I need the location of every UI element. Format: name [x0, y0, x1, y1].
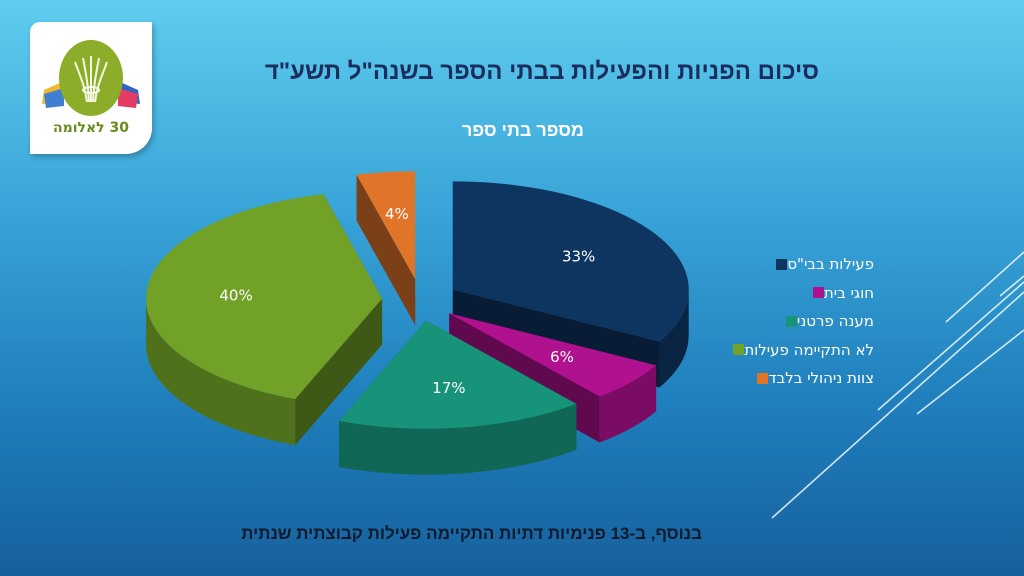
legend-swatch-4 — [733, 344, 745, 356]
pie-slice-1-rim — [659, 289, 689, 388]
data-label-4: 40% — [219, 286, 252, 304]
slide-title: סיכום הפניות והפעילות בבתי הספר בשנה"ל ת… — [264, 58, 819, 85]
pie-slice-5 — [356, 171, 416, 326]
pie-slice-5-wall-1 — [356, 174, 416, 326]
pie-slice-3-top — [339, 320, 577, 429]
legend-swatch-1 — [776, 258, 788, 270]
legend-item-5: צוות ניהולי בלבד — [724, 364, 874, 393]
legend-swatch-2 — [812, 287, 824, 299]
wheat-sheaf-logo — [42, 40, 140, 116]
data-label-3: 17% — [432, 379, 465, 397]
legend-label-2: חוגי בית — [823, 283, 874, 302]
pie-slice-4-rim — [146, 298, 296, 446]
chart-legend: פעילות בבי"ס חוגי בית מענה פרטני לא התקיימה… — [724, 250, 874, 393]
logo-card: 30 לאלומה — [30, 22, 152, 154]
pie-slice-4 — [146, 194, 383, 446]
legend-swatch-5 — [757, 372, 769, 384]
data-label-2: 6% — [550, 348, 574, 366]
chart-title: מספר בתי ספר — [462, 120, 584, 140]
pie-slice-5-top — [356, 171, 416, 280]
legend-label-5: צוות ניהולי בלבד — [768, 369, 874, 388]
pie-slice-1-top — [452, 181, 689, 342]
legend-label-1: פעילות בבי"ס — [787, 255, 874, 274]
legend-item-2: חוגי בית — [724, 279, 874, 308]
data-label-1: 33% — [562, 247, 595, 265]
pie-slice-3 — [339, 320, 577, 475]
pie-slice-2-top — [449, 313, 657, 397]
legend-label-4: לא התקיימה פעילות — [744, 340, 874, 359]
pie-slice-4-wall-1 — [295, 298, 383, 446]
pie-slice-4-top — [146, 194, 383, 400]
data-label-5: 4% — [385, 205, 409, 223]
logo-caption: 30 לאלומה — [52, 120, 130, 136]
pie-slice-2-rim — [599, 365, 657, 443]
legend-item-1: פעילות בבי"ס — [724, 250, 874, 279]
pie-slice-3-rim — [339, 403, 577, 475]
legend-swatch-3 — [785, 315, 797, 327]
footer-note: בנוסף, ב-13 פנימיות דתיות התקיימה פעילות… — [241, 524, 702, 543]
legend-item-3: מענה פרטני — [724, 307, 874, 336]
legend-item-4: לא התקיימה פעילות — [724, 336, 874, 365]
legend-label-3: מענה פרטני — [796, 312, 874, 331]
